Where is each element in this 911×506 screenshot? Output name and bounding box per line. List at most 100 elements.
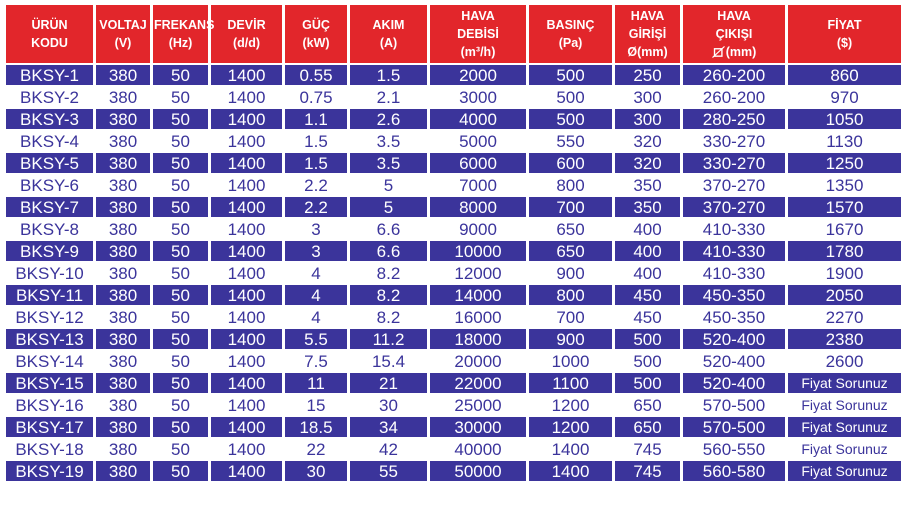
value-cell: 380 — [96, 461, 150, 481]
table-row: BKSY-14 380 50 1400 7.5 15.4 20000 1000 500 520-4… — [6, 351, 901, 371]
value-cell: 50 — [153, 307, 208, 327]
table-row: BKSY-10 380 50 1400 4 8.2 12000 900 400 410-330 19… — [6, 263, 901, 283]
value-cell: 1400 — [211, 395, 282, 415]
column-title: FREKANS — [154, 17, 215, 32]
value-cell: 6.6 — [350, 241, 427, 261]
value-cell: 4 — [285, 263, 347, 283]
value-cell: 570-500 — [683, 395, 785, 415]
table-row: BKSY-3 380 50 1400 1.1 2.6 4000 500 300 280-250 10… — [6, 109, 901, 129]
value-cell: 550 — [529, 131, 612, 151]
value-cell: Fiyat Sorunuz — [788, 439, 901, 459]
value-cell: 1000 — [529, 351, 612, 371]
value-cell: 380 — [96, 285, 150, 305]
value-cell: 50 — [153, 87, 208, 107]
value-cell: 50 — [153, 219, 208, 239]
value-cell: 2.6 — [350, 109, 427, 129]
header-row: ÜRÜN KODU VOLTAJ (V) FREKANS (Hz) DEVİR (d/d) GÜ… — [6, 5, 901, 63]
column-title: AKIM — [372, 17, 405, 32]
value-cell: 25000 — [430, 395, 526, 415]
value-cell: 450-350 — [683, 285, 785, 305]
value-cell: 560-550 — [683, 439, 785, 459]
column-subtitle: ÇIKIŞI — [715, 26, 753, 41]
value-cell: 50 — [153, 329, 208, 349]
column-title: FİYAT — [827, 17, 862, 32]
value-cell: 5.5 — [285, 329, 347, 349]
value-cell: 1400 — [211, 263, 282, 283]
value-cell: 500 — [615, 329, 680, 349]
value-cell: 350 — [615, 175, 680, 195]
value-cell: 14000 — [430, 285, 526, 305]
value-cell: 450 — [615, 285, 680, 305]
value-cell: 22 — [285, 439, 347, 459]
product-code-cell: BKSY-8 — [6, 219, 93, 239]
table-row: BKSY-6 380 50 1400 2.2 5 7000 800 350 370-270 1350 — [6, 175, 901, 195]
value-cell: 50 — [153, 65, 208, 85]
value-cell: 500 — [529, 65, 612, 85]
value-cell: 15 — [285, 395, 347, 415]
value-cell: 1400 — [529, 461, 612, 481]
value-cell: Fiyat Sorunuz — [788, 417, 901, 437]
value-cell: 380 — [96, 65, 150, 85]
column-subtitle: (V) — [114, 36, 132, 50]
value-cell: 7.5 — [285, 351, 347, 371]
value-cell: 1400 — [211, 461, 282, 481]
value-cell: 1780 — [788, 241, 901, 261]
value-cell: 330-270 — [683, 153, 785, 173]
value-cell: 380 — [96, 329, 150, 349]
product-code-cell: BKSY-18 — [6, 439, 93, 459]
column-subtitle: (Pa) — [558, 36, 583, 50]
value-cell: 50 — [153, 351, 208, 371]
value-cell: 650 — [615, 417, 680, 437]
value-cell: 650 — [529, 241, 612, 261]
value-cell: 400 — [615, 263, 680, 283]
column-subtitle: Ø(mm) — [627, 45, 668, 60]
value-cell: 260-200 — [683, 87, 785, 107]
column-subtitle: (d/d) — [232, 36, 261, 50]
value-cell: 1400 — [529, 439, 612, 459]
value-cell: 380 — [96, 219, 150, 239]
value-cell: 1.5 — [285, 153, 347, 173]
value-cell: 2600 — [788, 351, 901, 371]
product-code-cell: BKSY-10 — [6, 263, 93, 283]
value-cell: 0.55 — [285, 65, 347, 85]
column-header-frekans: FREKANS (Hz) — [153, 5, 215, 63]
value-cell: 5 — [350, 175, 427, 195]
value-cell: 450-350 — [683, 307, 785, 327]
product-code-cell: BKSY-11 — [6, 285, 93, 305]
value-cell: 8000 — [430, 197, 526, 217]
value-cell: 380 — [96, 109, 150, 129]
value-cell: 900 — [529, 329, 612, 349]
value-cell: 1400 — [211, 285, 282, 305]
column-header-devir: DEVİR (d/d) — [211, 5, 282, 63]
column-title: ÜRÜN — [31, 17, 68, 32]
value-cell: 2.2 — [285, 197, 347, 217]
value-cell: 1.1 — [285, 109, 347, 129]
value-cell: 50 — [153, 153, 208, 173]
value-cell: 1400 — [211, 307, 282, 327]
product-code-cell: BKSY-17 — [6, 417, 93, 437]
value-cell: 520-400 — [683, 329, 785, 349]
column-title: HAVA — [717, 8, 751, 23]
product-code-cell: BKSY-16 — [6, 395, 93, 415]
value-cell: 11 — [285, 373, 347, 393]
value-cell: 42 — [350, 439, 427, 459]
value-cell: 380 — [96, 131, 150, 151]
value-cell: 450 — [615, 307, 680, 327]
value-cell: 55 — [350, 461, 427, 481]
column-subtitle: (mm) — [684, 43, 784, 61]
value-cell: 300 — [615, 109, 680, 129]
value-cell: 500 — [615, 373, 680, 393]
value-cell: 400 — [615, 241, 680, 261]
product-code-cell: BKSY-12 — [6, 307, 93, 327]
value-cell: 1400 — [211, 131, 282, 151]
value-cell: 50 — [153, 373, 208, 393]
value-cell: 1400 — [211, 109, 282, 129]
value-cell: 50 — [153, 197, 208, 217]
table-row: BKSY-8 380 50 1400 3 6.6 9000 650 400 410-330 1670 — [6, 219, 901, 239]
value-cell: 10000 — [430, 241, 526, 261]
value-cell: 30 — [350, 395, 427, 415]
value-cell: 4 — [285, 285, 347, 305]
value-cell: 2270 — [788, 307, 901, 327]
value-cell: 370-270 — [683, 197, 785, 217]
value-cell: 380 — [96, 175, 150, 195]
